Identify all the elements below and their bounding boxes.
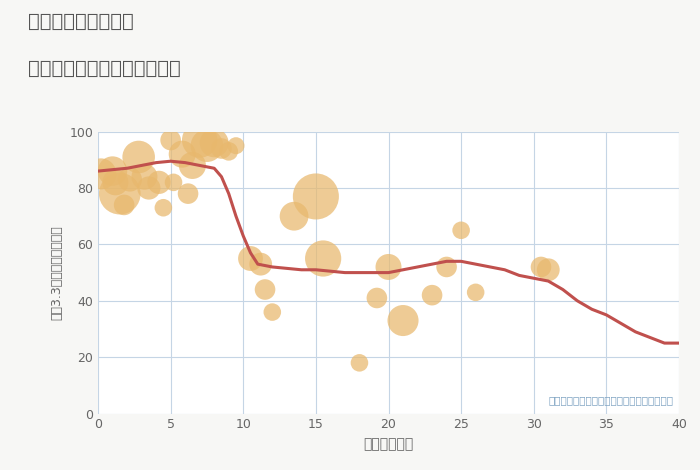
- Point: [536, 263, 547, 271]
- Text: 築年数別中古マンション価格: 築年数別中古マンション価格: [28, 59, 181, 78]
- Point: [168, 179, 179, 186]
- Point: [267, 308, 278, 316]
- Point: [441, 263, 452, 271]
- Point: [470, 289, 482, 296]
- Point: [245, 255, 256, 262]
- X-axis label: 築年数（年）: 築年数（年）: [363, 437, 414, 451]
- Point: [260, 286, 271, 293]
- Point: [139, 173, 150, 180]
- Point: [118, 201, 130, 209]
- Point: [209, 139, 220, 147]
- Y-axis label: 坪（3.3㎡）単価（万円）: 坪（3.3㎡）単価（万円）: [50, 225, 64, 320]
- Point: [318, 255, 329, 262]
- Point: [426, 291, 438, 299]
- Point: [371, 294, 382, 302]
- Point: [383, 263, 394, 271]
- Point: [165, 136, 176, 144]
- Point: [114, 190, 125, 197]
- Text: 三重県桑名市福岡町: 三重県桑名市福岡町: [28, 12, 134, 31]
- Point: [153, 179, 164, 186]
- Point: [542, 266, 554, 274]
- Point: [107, 167, 118, 175]
- Point: [95, 170, 106, 178]
- Point: [183, 190, 194, 197]
- Point: [354, 359, 365, 367]
- Point: [456, 227, 467, 234]
- Point: [202, 142, 213, 149]
- Point: [310, 193, 321, 200]
- Point: [176, 150, 188, 158]
- Point: [288, 212, 300, 220]
- Point: [398, 317, 409, 324]
- Point: [110, 179, 121, 186]
- Point: [194, 136, 205, 144]
- Point: [125, 176, 136, 183]
- Point: [187, 162, 198, 169]
- Point: [144, 184, 155, 192]
- Point: [216, 145, 227, 152]
- Point: [133, 153, 144, 161]
- Point: [230, 142, 241, 149]
- Text: 円の大きさは、取引のあった物件面積を示す: 円の大きさは、取引のあった物件面積を示す: [548, 395, 673, 405]
- Point: [255, 260, 266, 268]
- Point: [223, 148, 235, 155]
- Point: [158, 204, 169, 212]
